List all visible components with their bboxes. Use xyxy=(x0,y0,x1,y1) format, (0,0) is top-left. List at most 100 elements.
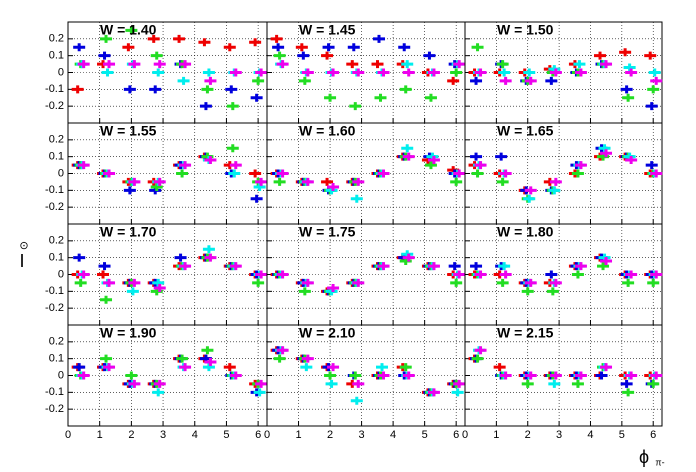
panel-title: W = 1.70 xyxy=(100,224,157,240)
x-tick-label: 0 xyxy=(65,429,71,441)
data-point xyxy=(349,371,362,380)
panel-title: W = 2.15 xyxy=(497,325,554,341)
y-axis-label: I xyxy=(19,251,24,271)
data-point xyxy=(350,194,363,203)
data-point xyxy=(103,169,116,178)
data-point xyxy=(471,43,484,52)
panel-title: W = 1.45 xyxy=(299,22,356,38)
data-point xyxy=(648,68,661,77)
data-point xyxy=(352,177,365,186)
y-tick-label: 0 xyxy=(58,66,64,78)
x-tick-label: 3 xyxy=(556,429,562,441)
data-point xyxy=(625,371,638,380)
data-point xyxy=(103,60,116,69)
data-point xyxy=(327,68,340,77)
data-point xyxy=(322,43,335,52)
data-point xyxy=(128,60,141,69)
data-point xyxy=(650,371,663,380)
data-point xyxy=(474,346,487,355)
data-point xyxy=(352,278,365,287)
data-point xyxy=(100,295,113,304)
data-point xyxy=(229,68,242,77)
data-point xyxy=(597,262,610,271)
x-tick-label: 6 xyxy=(255,429,261,441)
data-point xyxy=(549,371,562,380)
data-point xyxy=(153,60,166,69)
data-point xyxy=(496,60,509,69)
data-point xyxy=(152,68,165,77)
data-point xyxy=(327,283,340,292)
data-point xyxy=(524,186,537,195)
data-point xyxy=(204,76,217,85)
data-point xyxy=(377,262,390,271)
data-point xyxy=(650,169,663,178)
data-point xyxy=(600,60,613,69)
data-point xyxy=(297,51,310,60)
data-point xyxy=(524,371,537,380)
data-point xyxy=(250,93,263,102)
data-point xyxy=(100,34,113,43)
data-point xyxy=(650,270,663,279)
y-tick-label: 0.1 xyxy=(49,252,64,264)
data-point xyxy=(174,253,187,262)
data-point xyxy=(424,161,437,170)
data-point xyxy=(173,34,186,43)
data-point xyxy=(103,363,116,372)
data-point xyxy=(453,379,466,388)
data-point xyxy=(103,278,116,287)
y-tick-label: -0.1 xyxy=(45,386,64,398)
data-point xyxy=(249,169,262,178)
data-point xyxy=(574,161,587,170)
data-point xyxy=(77,60,90,69)
data-point xyxy=(470,76,483,85)
data-point xyxy=(402,152,415,161)
data-point xyxy=(176,354,189,363)
data-point xyxy=(625,156,638,165)
data-point xyxy=(226,102,239,111)
data-point xyxy=(574,371,587,380)
data-point xyxy=(276,60,289,69)
y-tick-label: -0.1 xyxy=(45,184,64,196)
data-point xyxy=(600,257,613,266)
x-tick-label: 0 xyxy=(462,429,468,441)
data-point xyxy=(147,34,160,43)
data-point xyxy=(574,68,587,77)
data-point xyxy=(298,287,311,296)
data-point xyxy=(228,169,241,178)
data-point xyxy=(321,51,334,60)
y-tick-label: 0.1 xyxy=(49,151,64,163)
data-point xyxy=(498,68,511,77)
data-point xyxy=(202,245,215,254)
data-point xyxy=(524,76,537,85)
data-point xyxy=(645,102,658,111)
data-point xyxy=(204,253,217,262)
data-point xyxy=(377,68,390,77)
x-tick-label: 1 xyxy=(97,429,103,441)
data-point xyxy=(149,85,162,94)
data-point xyxy=(123,85,136,94)
data-point xyxy=(272,43,285,52)
data-point xyxy=(424,93,437,102)
data-point xyxy=(571,379,584,388)
data-point xyxy=(625,68,638,77)
data-point xyxy=(126,287,139,296)
y-tick-label: 0.2 xyxy=(49,336,64,348)
data-point xyxy=(122,43,135,52)
data-point xyxy=(377,371,390,380)
data-point xyxy=(571,270,584,279)
data-point xyxy=(204,156,217,165)
x-tick-label: 6 xyxy=(650,429,656,441)
x-tick-label: 2 xyxy=(525,429,531,441)
panel-title: W = 2.10 xyxy=(299,325,356,341)
data-point xyxy=(177,76,190,85)
data-point xyxy=(327,182,340,191)
data-point xyxy=(204,358,217,367)
data-point xyxy=(647,278,660,287)
data-point xyxy=(202,68,215,77)
data-point xyxy=(471,169,484,178)
data-point xyxy=(201,346,214,355)
data-point xyxy=(549,68,562,77)
data-point xyxy=(402,253,415,262)
data-point xyxy=(98,262,111,271)
data-point xyxy=(252,278,265,287)
